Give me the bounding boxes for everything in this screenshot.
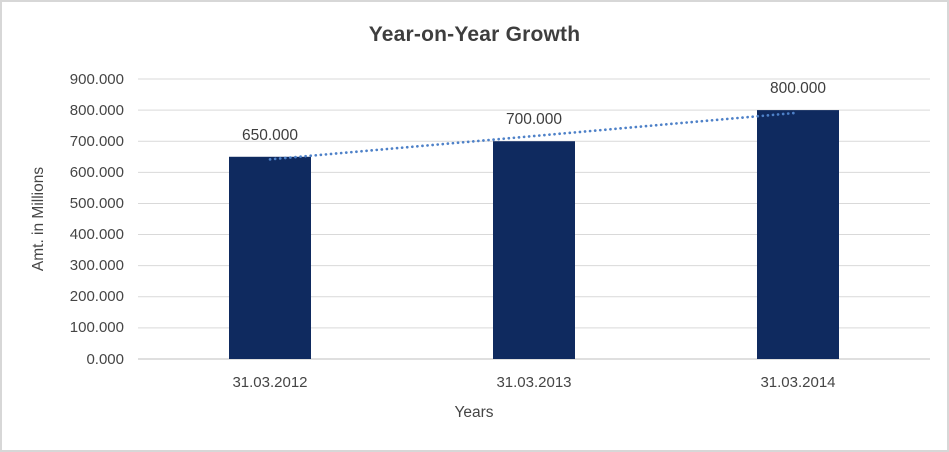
y-tick-label: 900.000: [69, 70, 124, 88]
y-tick-label: 100.000: [69, 319, 124, 337]
y-tick-label: 800.000: [69, 101, 124, 119]
y-tick-label: 600.000: [69, 163, 124, 181]
bar[interactable]: [493, 141, 575, 359]
bar[interactable]: [757, 110, 839, 359]
bar[interactable]: [229, 156, 311, 359]
chart-title: Year-on-Year Growth: [368, 23, 581, 46]
bar-value-label: 700.000: [505, 111, 563, 129]
y-tick-label: 400.000: [69, 226, 124, 244]
y-tick-label: 500.000: [69, 194, 124, 212]
x-tick-label: 31.03.2013: [496, 374, 572, 391]
x-tick-label: 31.03.2012: [232, 374, 308, 391]
y-tick-label: 200.000: [69, 288, 124, 306]
y-tick-label: 700.000: [69, 132, 124, 150]
bar-value-label: 650.000: [241, 126, 299, 144]
trendline[interactable]: [268, 111, 800, 161]
y-tick-label: 300.000: [69, 257, 124, 275]
bar-value-label: 800.000: [769, 80, 827, 98]
x-tick-label: 31.03.2014: [760, 374, 836, 391]
x-axis-title: Years: [454, 404, 494, 421]
y-tick-label: 0.000: [86, 350, 124, 368]
